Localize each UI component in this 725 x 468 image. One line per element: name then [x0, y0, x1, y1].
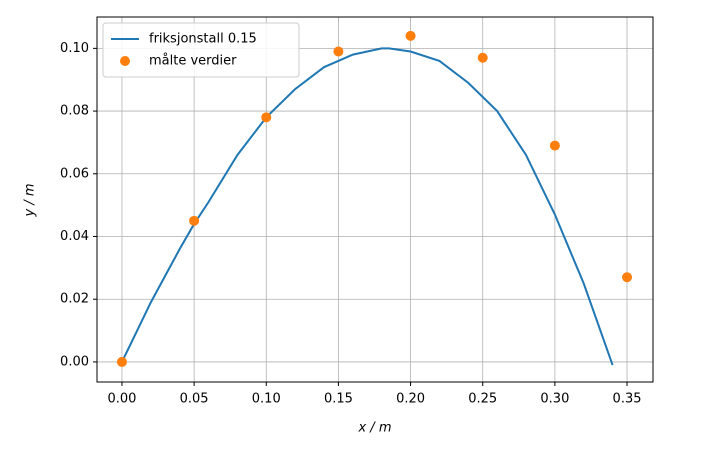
y-axis-label: y / m [23, 183, 38, 217]
y-tick-label: 0.08 [60, 104, 89, 119]
x-tick-label: 0.05 [180, 392, 209, 407]
y-tick-label: 0.10 [60, 41, 89, 56]
line [121, 47, 614, 366]
legend-swatch [120, 56, 130, 66]
x-tick-label: 0.00 [107, 392, 136, 407]
y-tick-label: 0.02 [60, 292, 89, 307]
y-tick-label: 0.06 [60, 166, 89, 181]
point [549, 140, 560, 151]
x-tick-label: 0.30 [540, 392, 569, 407]
point [261, 112, 272, 123]
point [116, 356, 127, 367]
x-tick-label: 0.25 [468, 392, 497, 407]
point [189, 215, 200, 226]
point [477, 52, 488, 63]
x-tick-label: 0.15 [324, 392, 353, 407]
x-tick-label: 0.20 [396, 392, 425, 407]
legend-label: friksjonstall 0.15 [149, 32, 257, 47]
x-axis-label: x / m [357, 421, 391, 436]
y-tick-label: 0.00 [60, 354, 89, 369]
y-tick-label: 0.04 [60, 229, 89, 244]
legend-label: målte verdier [149, 54, 237, 69]
x-tick-label: 0.10 [252, 392, 281, 407]
legend-box [102, 22, 300, 78]
point [405, 30, 416, 41]
point [622, 272, 633, 283]
plot-frame [96, 16, 654, 383]
x-tick-label: 0.35 [613, 392, 642, 407]
point [333, 46, 344, 57]
